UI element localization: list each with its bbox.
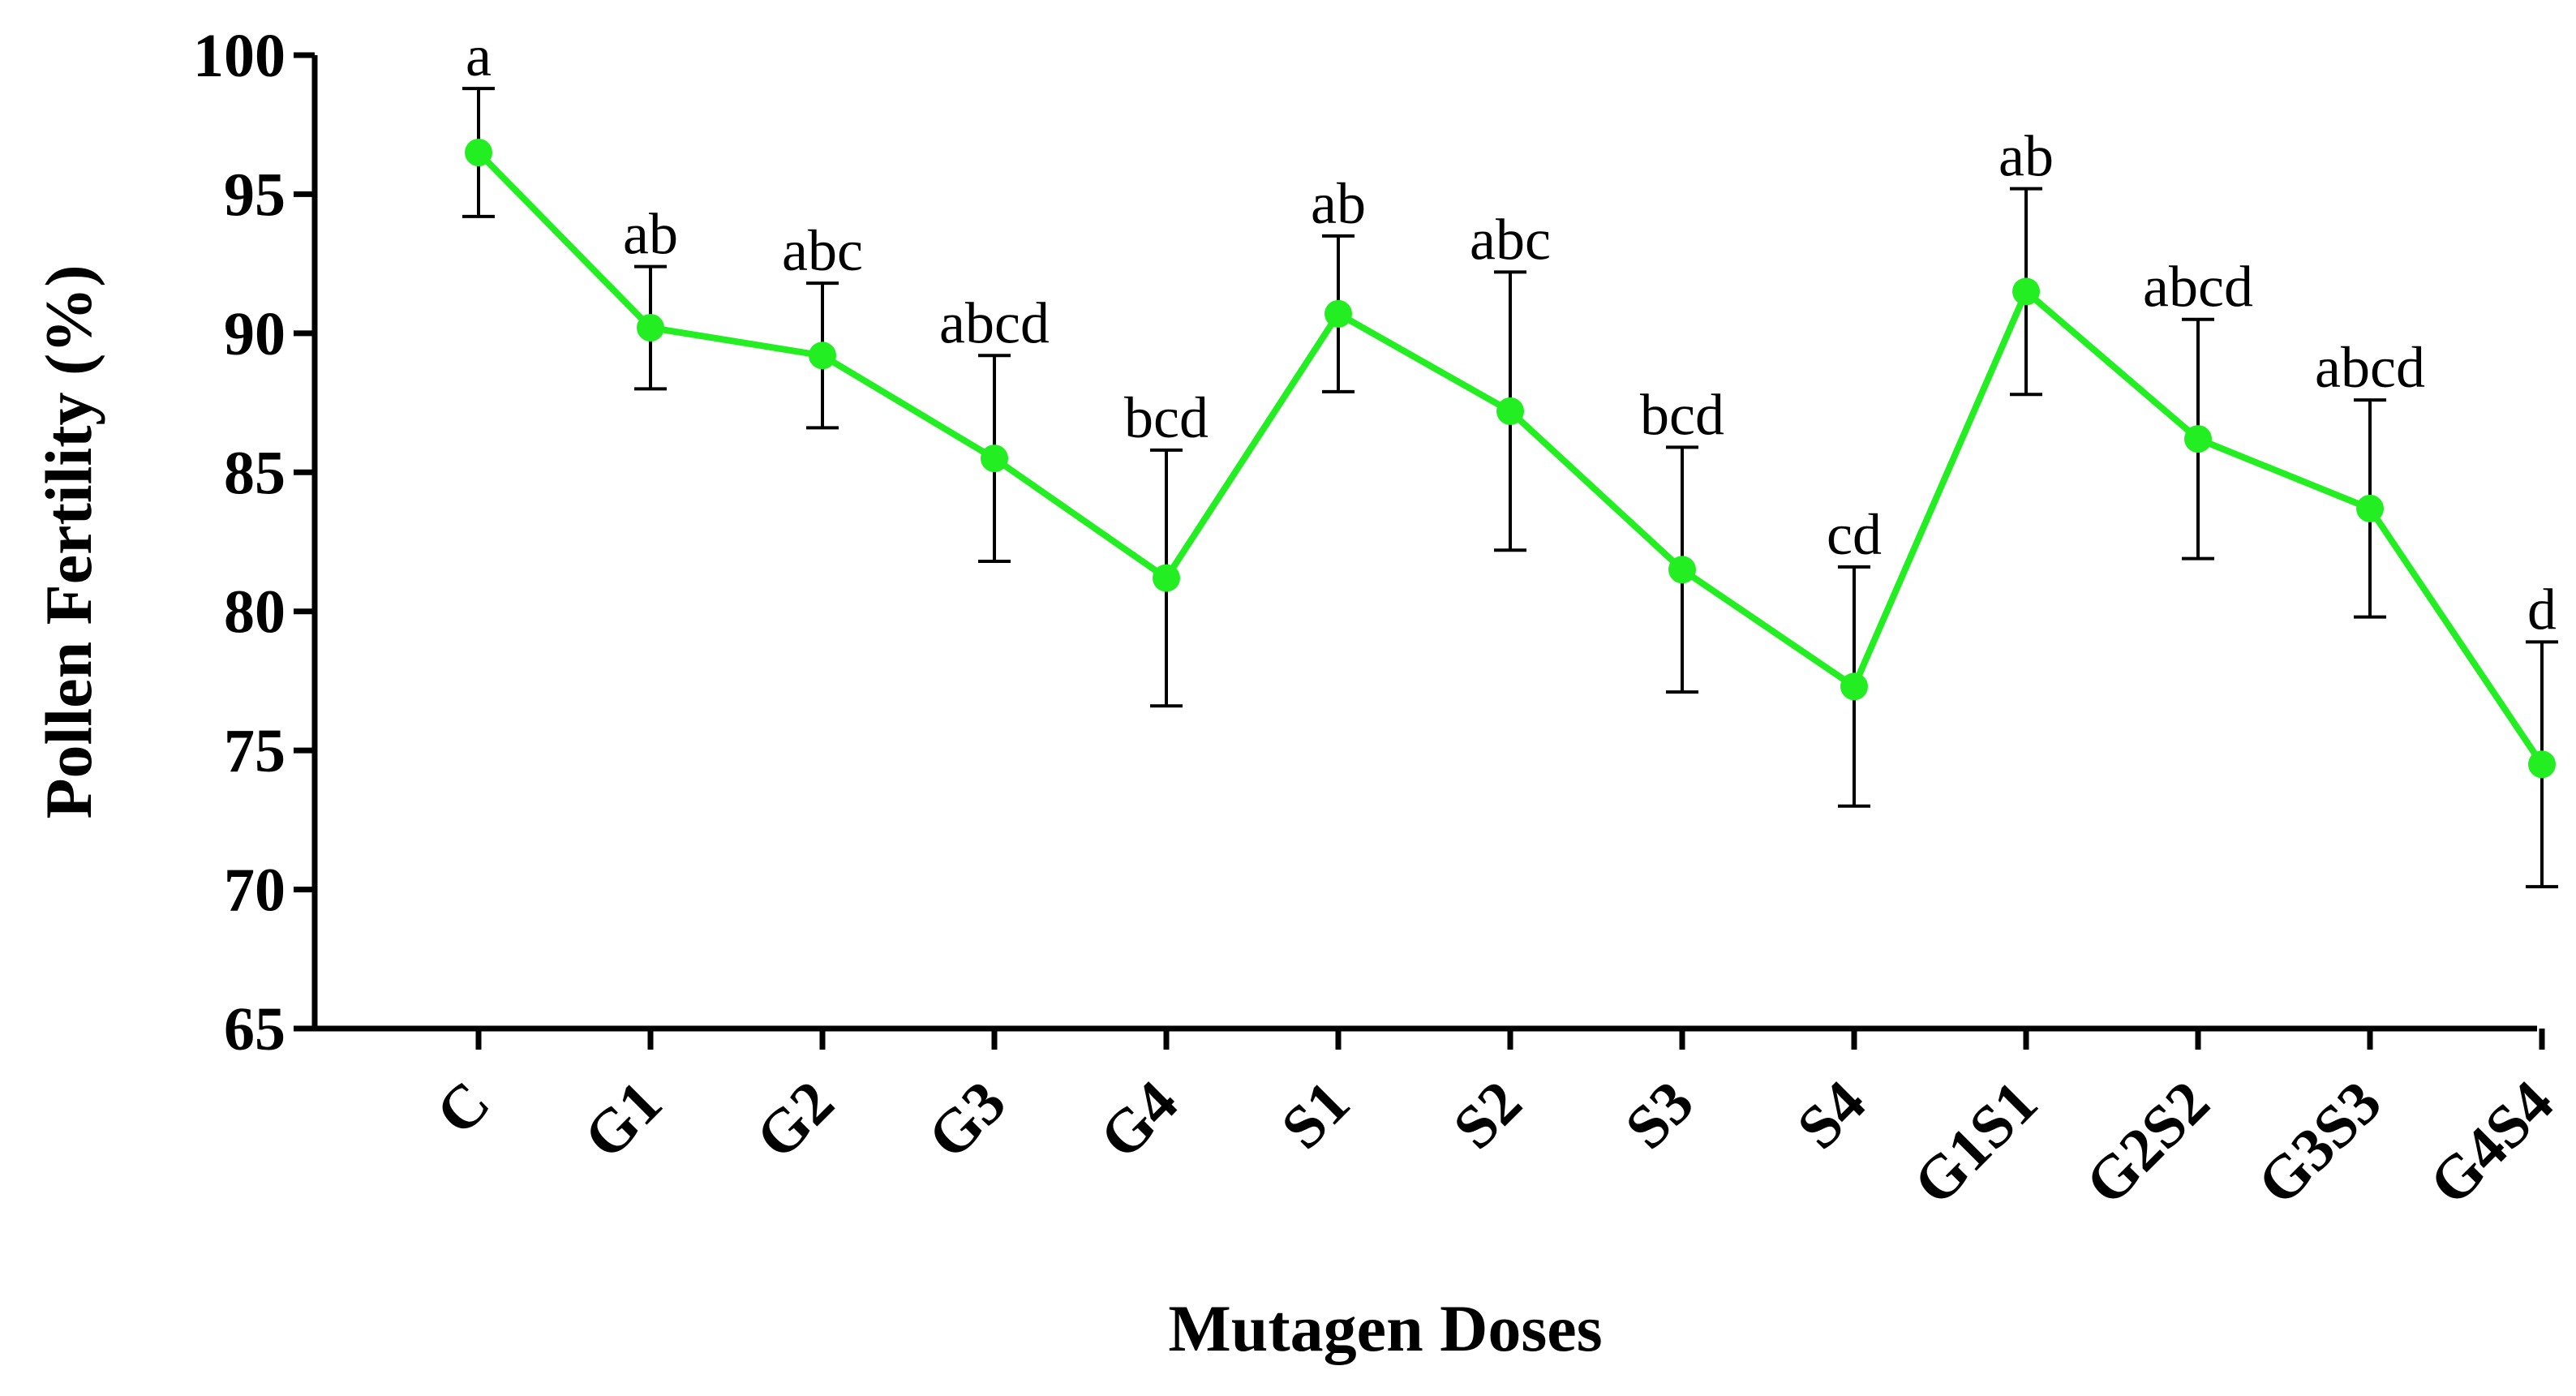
data-point: [981, 445, 1008, 473]
significance-label: bcd: [1640, 382, 1724, 447]
data-point: [1153, 564, 1180, 592]
significance-labels: a ab abc abcd bcd ab abc bcd cd ab abcd abcd d: [466, 24, 2557, 642]
significance-label: abcd: [2315, 335, 2425, 400]
x-tick-label: G2S2: [2072, 1068, 2222, 1218]
data-point: [2528, 750, 2556, 779]
x-tick-label: G1S1: [1900, 1068, 2050, 1218]
significance-label: abcd: [2143, 255, 2253, 320]
x-tick-label: G1: [571, 1068, 675, 1172]
data-point: [1668, 556, 1696, 584]
significance-label: ab: [1311, 171, 1366, 236]
y-tick-label: 70: [224, 857, 286, 925]
data-point: [1840, 672, 1868, 701]
y-tick-label: 90: [224, 300, 286, 368]
x-tick-label: G3S3: [2244, 1068, 2394, 1218]
y-tick-label: 100: [193, 22, 286, 90]
x-tick-label: S1: [1269, 1068, 1363, 1162]
x-axis-title: Mutagen Doses: [1168, 1291, 1602, 1365]
significance-label: cd: [1827, 502, 1882, 567]
significance-label: bcd: [1124, 385, 1209, 450]
data-point: [637, 314, 664, 341]
x-tick-label: G3: [915, 1068, 1019, 1172]
y-tick-label: 80: [224, 578, 286, 646]
significance-label: abc: [1470, 207, 1551, 272]
significance-label: abcd: [939, 290, 1050, 355]
x-tick-label: G4S4: [2416, 1068, 2566, 1218]
significance-label: ab: [1999, 124, 2054, 189]
x-tick-label: G2: [743, 1068, 847, 1172]
data-point: [2184, 425, 2212, 453]
data-point: [1496, 397, 1524, 425]
data-points: [465, 139, 2556, 779]
y-tick-label: 85: [224, 439, 286, 507]
data-point: [2012, 277, 2040, 306]
x-tick-label: S4: [1784, 1068, 1878, 1162]
y-tick-label: 65: [224, 995, 286, 1063]
significance-label: a: [466, 24, 492, 88]
y-axis-title: Pollen Fertility (%): [32, 264, 105, 818]
axes-layer: [311, 55, 2537, 1032]
x-tick-label: G4: [1087, 1068, 1191, 1172]
x-tick-label: S3: [1612, 1068, 1707, 1162]
x-ticks: C G1 G2 G3 G4 S1 S2 S3 S4 G1S1 G2S2 G3S3 G4S4: [423, 1029, 2566, 1218]
data-point: [2356, 494, 2384, 522]
significance-label: ab: [623, 202, 678, 267]
significance-label: abc: [782, 218, 863, 283]
data-point: [1324, 299, 1352, 328]
x-tick-label: S2: [1440, 1068, 1535, 1162]
y-tick-label: 95: [224, 161, 286, 229]
x-tick-label: C: [423, 1068, 503, 1148]
y-tick-label: 75: [224, 717, 286, 785]
data-point: [809, 341, 836, 370]
significance-label: d: [2527, 577, 2557, 642]
data-point: [465, 139, 492, 166]
y-ticks: 65 70 75 80 85 90 95 100: [193, 22, 315, 1063]
